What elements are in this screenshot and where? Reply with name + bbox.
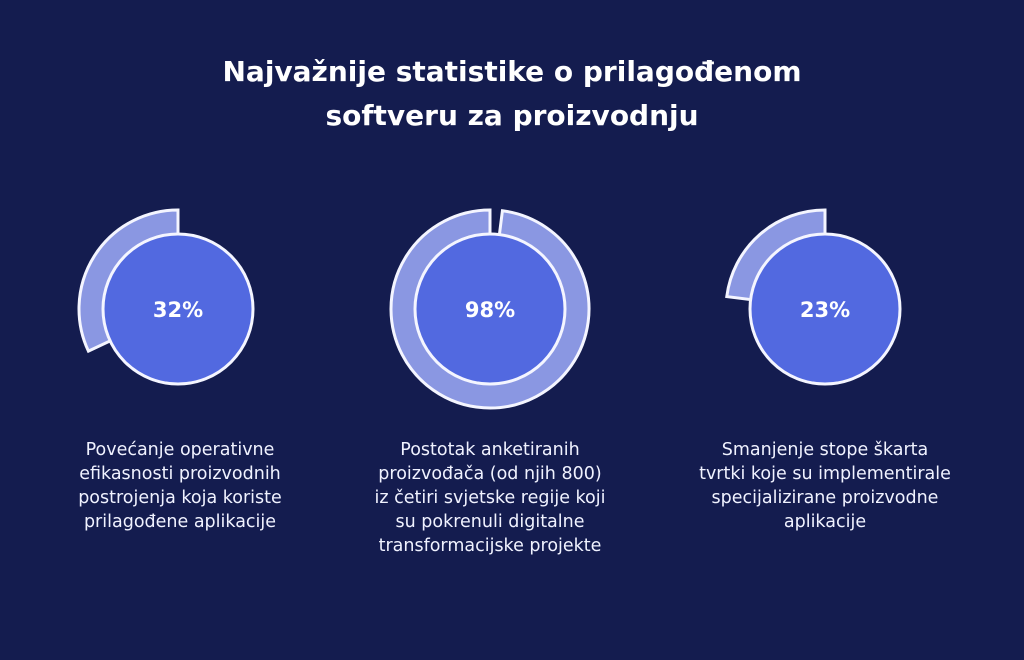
caption-line: transformacijske projekte bbox=[378, 536, 602, 556]
caption-line: Smanjenje stope škarta bbox=[721, 440, 929, 460]
caption-1: Povećanje operativne efikasnosti proizvod… bbox=[40, 438, 320, 534]
page-title: Najvažnije statistike o prilagođenom sof… bbox=[0, 50, 1024, 138]
caption-line: prilagođene aplikacije bbox=[83, 512, 277, 532]
value-label-1: 32% bbox=[153, 298, 203, 322]
title-line-1: Najvažnije statistike o prilagođenom bbox=[222, 55, 802, 88]
caption-line: proizvođača (od njih 800) bbox=[378, 464, 602, 484]
inner-circle-1 bbox=[101, 232, 255, 386]
caption-line: Povećanje operativne bbox=[85, 440, 275, 460]
caption-line: Postotak anketiranih bbox=[400, 440, 580, 460]
caption-line: su pokrenuli digitalne bbox=[395, 512, 585, 532]
inner-circle-2 bbox=[413, 232, 567, 386]
caption-line: specijalizirane proizvodne bbox=[711, 488, 939, 508]
caption-line: iz četiri svjetske regije koji bbox=[374, 488, 606, 508]
caption-3: Smanjenje stope škarta tvrtki koje su imp… bbox=[685, 438, 965, 534]
caption-line: postrojenja koja koriste bbox=[78, 488, 282, 508]
inner-circle-3 bbox=[748, 232, 902, 386]
caption-line: efikasnosti proizvodnih bbox=[79, 464, 281, 484]
value-label-2: 98% bbox=[465, 298, 515, 322]
caption-line: tvrtki koje su implementirale bbox=[699, 464, 951, 484]
value-label-3: 23% bbox=[800, 298, 850, 322]
title-line-2: softveru za proizvodnju bbox=[325, 99, 699, 132]
caption-2: Postotak anketiranih proizvođača (od njih… bbox=[350, 438, 630, 558]
caption-line: aplikacije bbox=[783, 512, 867, 532]
